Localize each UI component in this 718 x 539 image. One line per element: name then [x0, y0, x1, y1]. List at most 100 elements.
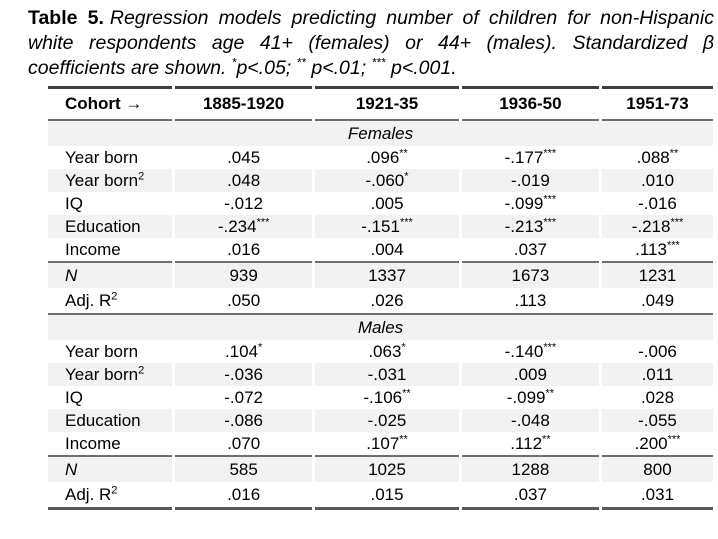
sig-text-3: p<.001.: [385, 57, 457, 79]
coefficient-value: .037: [513, 484, 547, 504]
table-row: IQ -.012 .005 -.099*** -.016: [48, 192, 713, 215]
row-label: N: [48, 455, 173, 482]
value-cell: -.006: [602, 340, 713, 363]
coefficient-value: -.151: [361, 216, 400, 236]
value-cell: -.213***: [461, 215, 599, 238]
value-cell: 800: [601, 455, 713, 482]
coefficient-value: .011: [641, 364, 674, 384]
coefficient-value: .048: [227, 170, 261, 190]
coefficient-value: -.019: [511, 170, 550, 190]
coefficient-value: -.060: [365, 170, 405, 190]
row-label-text: IQ: [65, 193, 83, 213]
label-superscript: 2: [111, 289, 118, 302]
coefficient-value: .045: [227, 147, 261, 167]
coefficient-value: .113: [514, 290, 547, 310]
row-label: Year born2: [48, 169, 173, 192]
coefficient-value: -.213: [504, 216, 544, 236]
coefficient-value: -.048: [511, 410, 550, 430]
sig-stars-1: *: [231, 55, 237, 70]
value-cell: .104*: [175, 340, 312, 363]
coefficient-value: .005: [370, 193, 404, 213]
table-row: Education -.086 -.025 -.048 -.055: [48, 409, 713, 432]
value-cell: -.025: [315, 409, 459, 432]
row-label-text: Education: [65, 216, 141, 236]
value-cell: .004: [315, 238, 459, 261]
page: Table 5. Regression models predicting num…: [0, 6, 718, 510]
coefficient-value: .026: [370, 290, 404, 310]
sig-text-2: p<.01;: [305, 57, 372, 79]
value-cell: .010: [601, 169, 713, 192]
sig-stars-2: **: [296, 55, 306, 70]
value-cell: .016: [175, 238, 312, 261]
value-cell: -.031: [315, 363, 459, 386]
coefficient-value: -.099: [504, 193, 544, 213]
coefficient-value: .104: [224, 341, 259, 361]
caption-body: Regression models predicting number of c…: [28, 7, 714, 79]
coefficient-value: -.036: [224, 364, 263, 384]
row-label: N: [48, 261, 173, 288]
value-cell: .049: [602, 288, 713, 313]
significance-stars: *: [401, 340, 406, 353]
significance-stars: ***: [399, 215, 413, 228]
value-cell: -.019: [461, 169, 599, 192]
section-label: Males: [48, 313, 713, 340]
coefficient-value: -.006: [638, 341, 677, 361]
table-row: Education -.234*** -.151*** -.213*** -.218**…: [48, 215, 713, 238]
coefficient-value: -.016: [638, 193, 677, 213]
coefficient-value: .004: [370, 239, 404, 259]
row-label: Year born2: [48, 363, 173, 386]
value-cell: .096**: [315, 146, 459, 169]
col-header-1936-50: 1936-50: [461, 86, 599, 121]
significance-stars: ***: [543, 215, 557, 228]
value-cell: -.177***: [462, 146, 599, 169]
value-cell: .015: [315, 482, 459, 510]
label-superscript: 2: [111, 483, 118, 496]
coefficient-value: .015: [370, 484, 404, 504]
value-cell: 1337: [315, 261, 459, 288]
coefficient-value: .107: [366, 433, 400, 453]
coefficient-value: -.099: [506, 387, 546, 407]
row-label: Income: [48, 238, 172, 261]
label-superscript: 2: [138, 169, 145, 182]
value-cell: 1231: [601, 261, 713, 288]
value-cell: .009: [461, 363, 599, 386]
coefficient-value: .112: [510, 433, 543, 453]
value-cell: .088**: [602, 146, 713, 169]
value-cell: .070: [175, 432, 312, 455]
value-cell: -.072: [175, 386, 312, 409]
coefficient-value: .037: [513, 239, 547, 259]
stats-row: N 939 1337 1673 1231: [48, 261, 713, 288]
significance-stars: ***: [543, 340, 557, 353]
value-cell: 1025: [315, 455, 459, 482]
value-cell: .045: [175, 146, 312, 169]
coefficient-value: .010: [640, 170, 675, 190]
coefficient-value: .028: [640, 387, 675, 407]
coefficient-value: 939: [229, 265, 258, 285]
coefficient-value: -.055: [638, 410, 677, 430]
coefficient-value: .016: [227, 239, 261, 259]
section-row: Females: [48, 121, 713, 146]
significance-stars: **: [545, 386, 555, 399]
coefficient-value: .113: [635, 239, 667, 259]
row-label-text: N: [65, 265, 78, 285]
significance-stars: **: [399, 432, 408, 445]
col-header-1921-35: 1921-35: [315, 86, 459, 121]
value-cell: -.036: [175, 363, 313, 386]
row-label-text: Year born: [65, 341, 139, 361]
row-label: Year born: [48, 146, 172, 169]
coefficient-value: .200: [634, 433, 668, 453]
row-label: Adj. R2: [48, 288, 172, 313]
coefficient-value: -.218: [631, 216, 671, 236]
row-label-text: Income: [65, 433, 121, 453]
value-cell: .048: [175, 169, 313, 192]
coefficient-value: -.025: [367, 410, 407, 430]
section-row: Males: [48, 313, 713, 340]
coefficient-value: 1673: [511, 265, 550, 285]
label-superscript: 2: [138, 363, 145, 376]
table-row: Income .016 .004 .037 .113***: [48, 238, 713, 261]
row-label-text: Year born: [65, 170, 139, 190]
value-cell: .031: [601, 482, 713, 510]
value-cell: -.218***: [601, 215, 713, 238]
value-cell: .107**: [315, 432, 459, 455]
significance-stars: **: [402, 386, 411, 399]
